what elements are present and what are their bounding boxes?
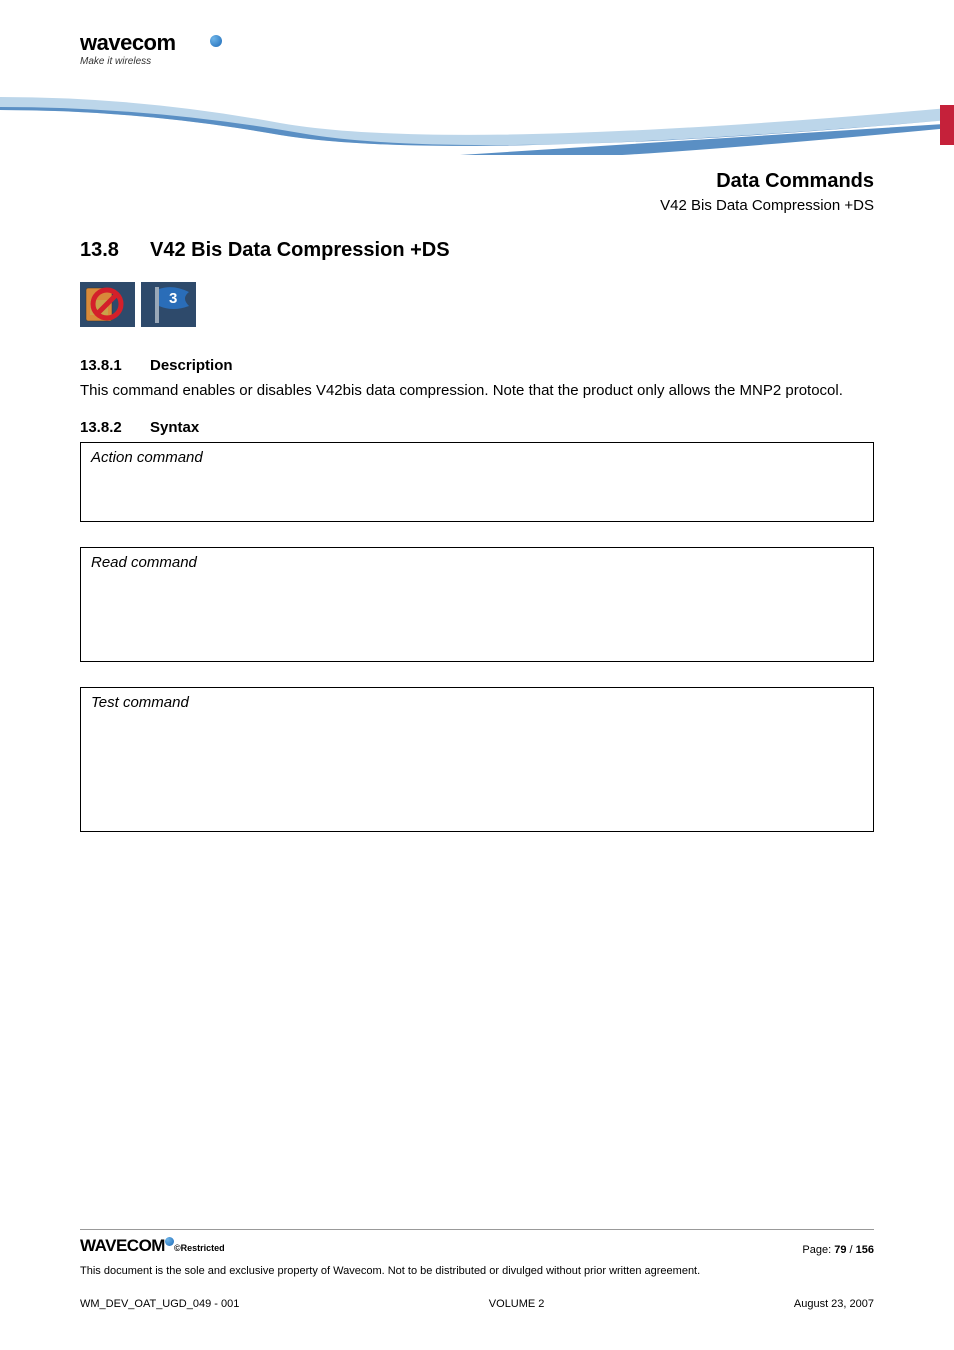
page-total: 156 bbox=[856, 1244, 874, 1256]
page-current: 79 bbox=[834, 1244, 846, 1256]
footer-logo-block: wavecom ©Restricted bbox=[80, 1236, 225, 1256]
page: wavecom Make it wireless Data Commands V… bbox=[0, 0, 954, 1350]
description-text: This command enables or disables V42bis … bbox=[80, 380, 874, 401]
page-sep: / bbox=[846, 1244, 855, 1256]
footer-logo-text: wavecom bbox=[80, 1236, 165, 1255]
footer-row-2: WM_DEV_OAT_UGD_049 - 001 VOLUME 2 August… bbox=[80, 1298, 874, 1310]
no-sim-icon bbox=[80, 282, 135, 327]
heading-num: 13.8.1 bbox=[80, 357, 150, 374]
page-label: Page: bbox=[802, 1244, 834, 1256]
heading-13-8: 13.8V42 Bis Data Compression +DS bbox=[80, 239, 874, 262]
logo-block: wavecom Make it wireless bbox=[80, 30, 176, 67]
read-command-box: Read command bbox=[80, 547, 874, 662]
heading-13-8-2: 13.8.2Syntax bbox=[80, 419, 874, 436]
footer-legal: This document is the sole and exclusive … bbox=[80, 1264, 874, 1278]
box-title: Action command bbox=[91, 449, 863, 466]
logo-swoosh-icon bbox=[210, 35, 222, 47]
footer-doc-id: WM_DEV_OAT_UGD_049 - 001 bbox=[80, 1298, 239, 1310]
page-footer: wavecom ©Restricted Page: 79 / 156 This d… bbox=[80, 1229, 874, 1310]
footer-rule bbox=[80, 1229, 874, 1230]
footer-page: Page: 79 / 156 bbox=[802, 1244, 874, 1256]
box-title: Read command bbox=[91, 554, 863, 571]
3g-flag-icon: 3 bbox=[141, 282, 196, 327]
footer-volume: VOLUME 2 bbox=[489, 1298, 545, 1310]
heading-num: 13.8.2 bbox=[80, 419, 150, 436]
footer-logo-swoosh-icon bbox=[165, 1237, 174, 1246]
header-wave-graphic bbox=[0, 85, 954, 155]
section-subtitle: V42 Bis Data Compression +DS bbox=[80, 197, 874, 214]
icon-row: 3 bbox=[80, 282, 874, 327]
footer-restricted: ©Restricted bbox=[174, 1243, 225, 1253]
action-command-box: Action command bbox=[80, 442, 874, 522]
test-command-box: Test command bbox=[80, 687, 874, 832]
heading-text: Syntax bbox=[150, 419, 199, 436]
heading-num: 13.8 bbox=[80, 239, 150, 262]
logo-text: wavecom bbox=[80, 30, 176, 55]
heading-text: V42 Bis Data Compression +DS bbox=[150, 239, 450, 261]
footer-date: August 23, 2007 bbox=[794, 1298, 874, 1310]
section-title: Data Commands bbox=[80, 170, 874, 193]
heading-text: Description bbox=[150, 357, 233, 374]
box-title: Test command bbox=[91, 694, 863, 711]
heading-13-8-1: 13.8.1Description bbox=[80, 357, 874, 374]
page-header: wavecom Make it wireless bbox=[80, 30, 874, 150]
section-title-block: Data Commands V42 Bis Data Compression +… bbox=[80, 170, 874, 214]
footer-row-1: wavecom ©Restricted Page: 79 / 156 bbox=[80, 1236, 874, 1256]
logo-tagline: Make it wireless bbox=[80, 56, 176, 67]
svg-text:3: 3 bbox=[169, 290, 177, 307]
